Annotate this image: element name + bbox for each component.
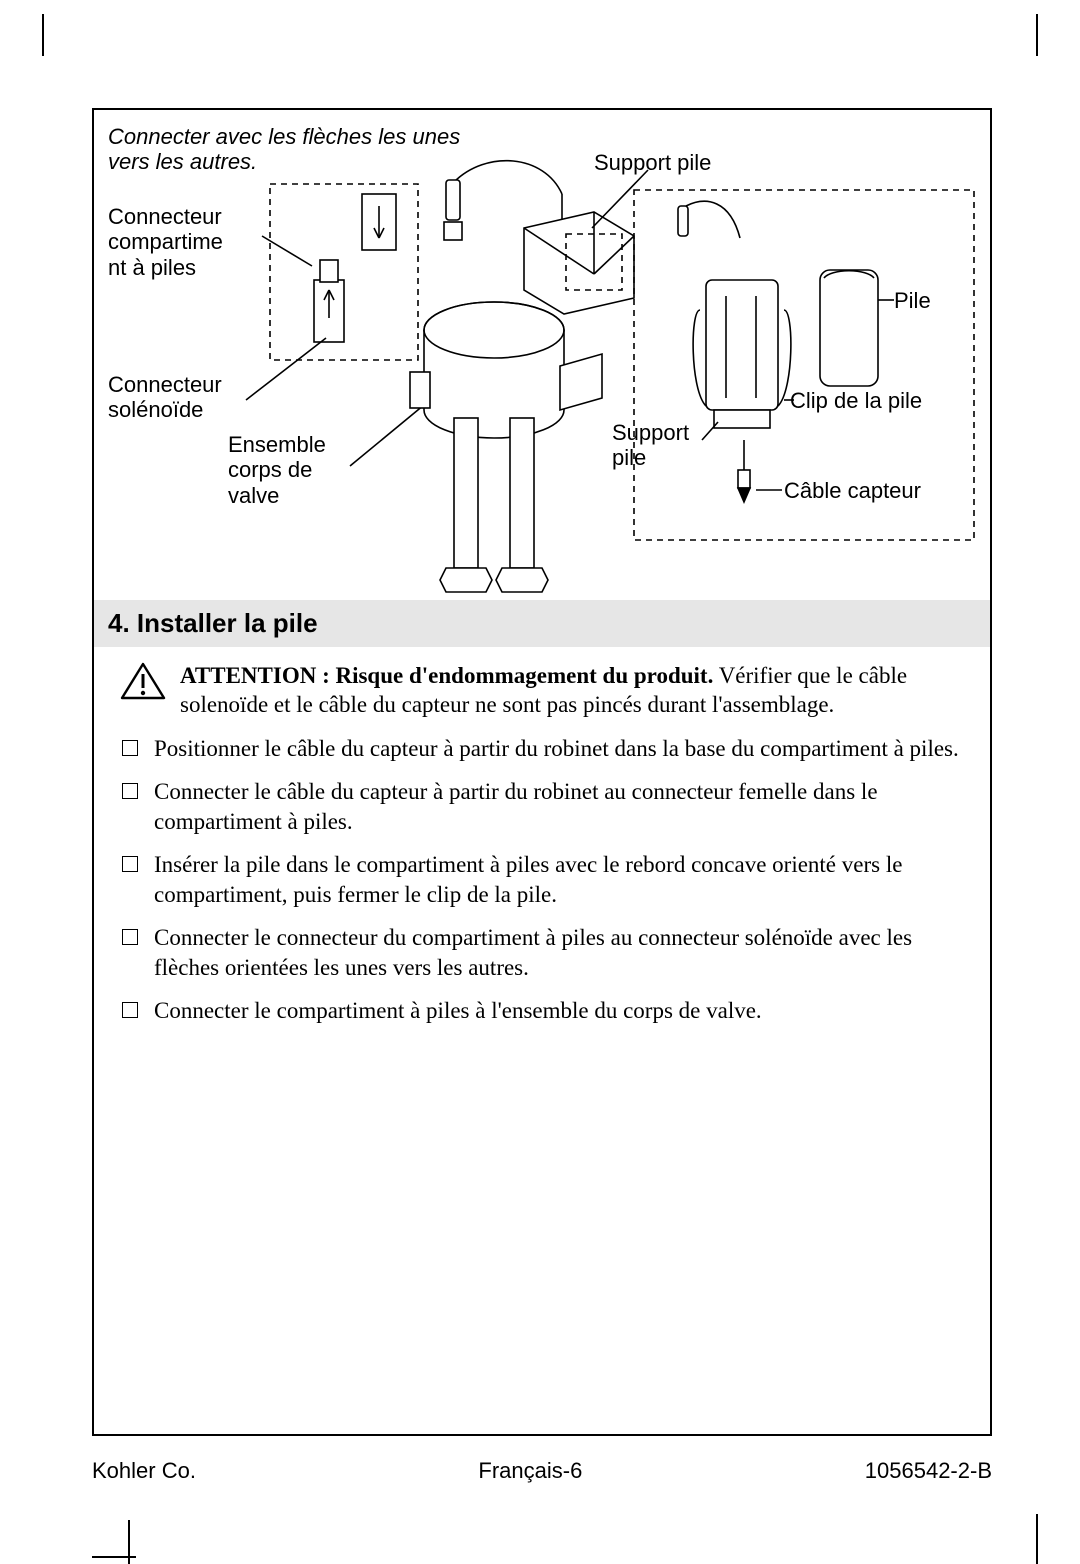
step-item: Connecter le câble du capteur à partir d… xyxy=(120,777,964,836)
footer-left: Kohler Co. xyxy=(92,1458,196,1484)
crop-mark xyxy=(1036,1520,1038,1564)
footer-center: Français-6 xyxy=(478,1458,582,1484)
crop-mark xyxy=(128,1520,130,1564)
section-title: Installer la pile xyxy=(137,608,318,638)
step-item: Connecter le compartiment à piles à l'en… xyxy=(120,996,964,1025)
diagram-svg xyxy=(94,110,990,600)
section-number: 4. xyxy=(108,608,130,638)
footer-right: 1056542-2-B xyxy=(865,1458,992,1484)
attention-block: ATTENTION : Risque d'endommagement du pr… xyxy=(120,661,964,720)
section-heading: 4. Installer la pile xyxy=(94,600,990,647)
page: Connecter avec les flèches les unes vers… xyxy=(0,0,1080,1397)
warning-icon xyxy=(120,661,166,701)
section-body: ATTENTION : Risque d'endommagement du pr… xyxy=(94,647,990,1025)
step-list: Positionner le câble du capteur à partir… xyxy=(120,734,964,1026)
attention-bold: ATTENTION : Risque d'endommagement du pr… xyxy=(180,663,713,688)
crop-mark xyxy=(1036,14,1038,56)
content-frame: Connecter avec les flèches les unes vers… xyxy=(92,108,992,1436)
crop-mark xyxy=(42,14,44,56)
step-item: Positionner le câble du capteur à partir… xyxy=(120,734,964,763)
attention-text: ATTENTION : Risque d'endommagement du pr… xyxy=(180,661,964,720)
step-item: Connecter le connecteur du compartiment … xyxy=(120,923,964,982)
page-footer: Kohler Co. Français-6 1056542-2-B xyxy=(92,1458,992,1484)
step-item: Insérer la pile dans le compartiment à p… xyxy=(120,850,964,909)
diagram: Connecter avec les flèches les unes vers… xyxy=(94,110,990,600)
